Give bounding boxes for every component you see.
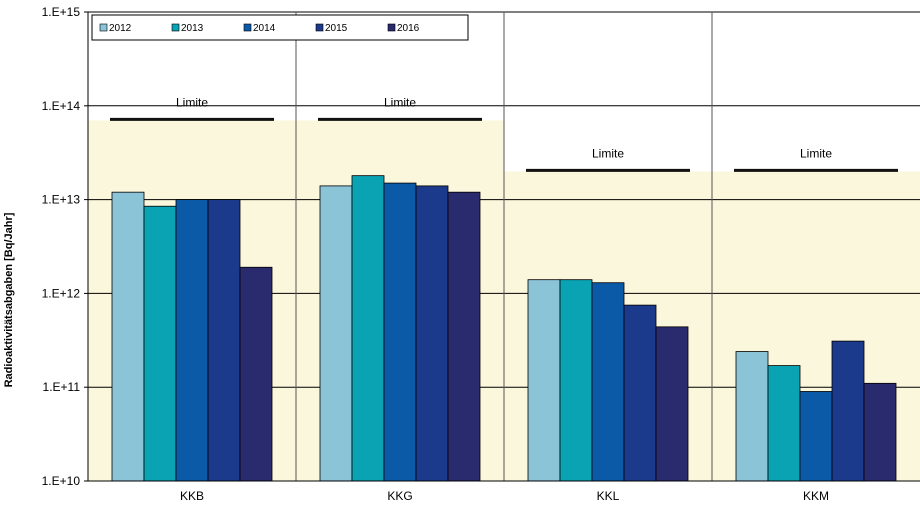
bar-kkm-2015: [831, 340, 865, 482]
bar-kkl-2015: [623, 304, 657, 482]
bar-kkg-2013: [351, 175, 385, 482]
category-label-kkl: KKL: [597, 489, 620, 503]
bar-kkg-2014: [383, 182, 417, 482]
category-label-kkb: KKB: [180, 489, 204, 503]
y-tick-label: 1.E+10: [42, 474, 81, 488]
bar-kkg-2016: [447, 191, 481, 482]
legend-swatch-2013: [171, 23, 180, 32]
legend-label-2013: 2013: [181, 23, 204, 34]
bar-kkm-2013: [767, 365, 801, 482]
bar-kkl-2012: [527, 279, 561, 482]
y-axis-label: Radioaktivitätsabgaben [Bq/Jahr]: [3, 212, 15, 387]
limit-label-kkl: Limite: [592, 146, 624, 160]
legend-swatch-2012: [99, 23, 108, 32]
y-tick-label: 1.E+12: [42, 286, 81, 300]
legend-label-2014: 2014: [253, 23, 276, 34]
bar-kkb-2013: [143, 205, 177, 482]
bar-kkm-2014: [799, 391, 833, 482]
category-label-kkm: KKM: [803, 489, 829, 503]
limit-label-kkm: Limite: [800, 146, 832, 160]
legend-swatch-2015: [315, 23, 324, 32]
category-label-kkg: KKG: [387, 489, 412, 503]
bar-kkm-2016: [863, 382, 897, 482]
bar-kkl-2013: [559, 279, 593, 482]
legend: 2012 2013 2014 2015 2016: [91, 14, 469, 41]
bar-kkg-2015: [415, 185, 449, 482]
category-labels: KKB KKG KKL KKM: [180, 489, 829, 503]
bar-kkb-2015: [207, 199, 241, 482]
limit-lines: Limite Limite Limite Limite: [110, 95, 898, 172]
bar-kkb-2012: [111, 191, 145, 482]
legend-label-2015: 2015: [325, 23, 348, 34]
bars: [111, 175, 897, 482]
y-tick-label: 1.E+13: [42, 193, 81, 207]
bar-kkb-2014: [175, 199, 209, 482]
legend-label-2012: 2012: [109, 23, 132, 34]
bar-kkb-2016: [239, 266, 273, 482]
bar-kkl-2016: [655, 326, 689, 482]
limit-label-kkg: Limite: [384, 95, 416, 109]
y-tick-label: 1.E+14: [42, 99, 81, 113]
y-tick-labels: 1.E+10 1.E+11 1.E+12 1.E+13 1.E+14 1.E+15: [42, 5, 88, 488]
axes: [87, 12, 920, 482]
limit-label-kkb: Limite: [176, 95, 208, 109]
legend-box: [91, 14, 469, 41]
y-tick-label: 1.E+15: [42, 5, 81, 19]
bar-kkl-2014: [591, 282, 625, 482]
bar-kkm-2012: [735, 351, 769, 482]
bar-kkg-2012: [319, 185, 353, 482]
y-tick-label: 1.E+11: [43, 380, 81, 394]
legend-swatch-2014: [243, 23, 252, 32]
legend-swatch-2016: [387, 23, 396, 32]
legend-label-2016: 2016: [397, 23, 420, 34]
